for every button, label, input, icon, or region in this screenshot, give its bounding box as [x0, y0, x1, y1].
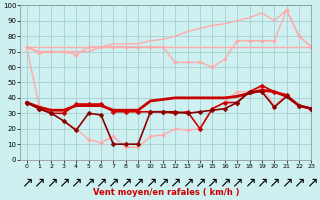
X-axis label: Vent moyen/en rafales ( km/h ): Vent moyen/en rafales ( km/h ) — [93, 188, 239, 197]
